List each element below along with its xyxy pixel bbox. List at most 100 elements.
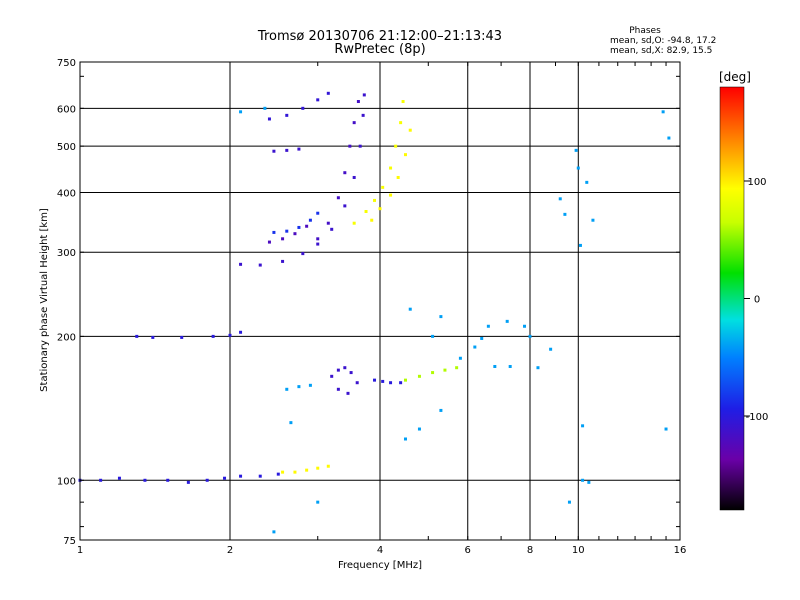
data-point bbox=[403, 378, 407, 382]
data-point bbox=[326, 91, 330, 95]
data-point bbox=[316, 237, 320, 241]
data-point bbox=[267, 117, 271, 121]
data-point bbox=[336, 196, 340, 200]
colorbar bbox=[719, 86, 745, 511]
data-point bbox=[330, 227, 334, 231]
data-point bbox=[508, 364, 512, 368]
data-point bbox=[667, 136, 671, 140]
data-point bbox=[343, 366, 347, 370]
y-axis-ticks: 75 100 200 300 400 500 600 750 bbox=[57, 58, 680, 547]
data-point bbox=[239, 330, 243, 334]
y-tick-label: 500 bbox=[57, 142, 76, 153]
data-point bbox=[473, 345, 477, 349]
data-point bbox=[117, 476, 121, 480]
data-point bbox=[343, 204, 347, 208]
data-point bbox=[285, 113, 289, 117]
data-point bbox=[417, 374, 421, 378]
data-point bbox=[661, 110, 665, 114]
data-point bbox=[348, 144, 352, 148]
data-point bbox=[349, 371, 353, 375]
y-tick-label: 100 bbox=[57, 476, 76, 487]
data-point bbox=[378, 207, 382, 211]
data-point bbox=[576, 166, 580, 170]
data-point bbox=[581, 478, 585, 482]
data-point bbox=[316, 500, 320, 504]
data-point bbox=[439, 315, 443, 319]
data-point bbox=[272, 530, 276, 534]
data-point bbox=[308, 383, 312, 387]
data-point bbox=[401, 100, 405, 104]
data-point bbox=[587, 480, 591, 484]
data-point bbox=[389, 381, 393, 385]
data-point bbox=[205, 478, 209, 482]
data-point bbox=[455, 366, 459, 370]
y-tick-label: 300 bbox=[57, 248, 76, 259]
data-point bbox=[281, 259, 285, 263]
data-point bbox=[394, 144, 398, 148]
data-point bbox=[536, 366, 540, 370]
data-point bbox=[285, 387, 289, 391]
data-point bbox=[396, 175, 400, 179]
data-point bbox=[297, 147, 301, 151]
data-point bbox=[308, 218, 312, 222]
y-tick-label: 200 bbox=[57, 332, 76, 343]
data-point bbox=[316, 242, 320, 246]
data-point bbox=[373, 378, 377, 382]
data-point bbox=[361, 113, 365, 117]
data-point bbox=[258, 263, 262, 267]
data-point bbox=[330, 374, 334, 378]
data-point bbox=[301, 106, 305, 110]
data-point bbox=[336, 387, 340, 391]
data-point bbox=[381, 379, 385, 383]
data-point bbox=[664, 427, 668, 431]
data-point bbox=[574, 148, 578, 152]
colorbar-tick-label: -100 bbox=[746, 412, 769, 423]
data-point bbox=[285, 229, 289, 233]
data-point bbox=[431, 334, 435, 338]
data-point bbox=[581, 424, 585, 428]
data-point bbox=[239, 474, 243, 478]
data-point bbox=[373, 198, 377, 202]
data-point bbox=[326, 221, 330, 225]
data-point bbox=[399, 381, 403, 385]
data-point bbox=[403, 437, 407, 441]
data-point bbox=[591, 218, 595, 222]
data-point bbox=[297, 385, 301, 389]
data-point bbox=[336, 368, 340, 372]
data-point bbox=[505, 319, 509, 323]
data-point bbox=[239, 262, 243, 266]
data-point bbox=[316, 211, 320, 215]
data-point bbox=[305, 224, 309, 228]
data-point bbox=[297, 225, 301, 229]
data-point bbox=[493, 364, 497, 368]
data-point bbox=[151, 335, 155, 339]
data-point bbox=[362, 93, 366, 97]
data-point bbox=[352, 121, 356, 125]
data-point bbox=[99, 478, 103, 482]
x-tick-label: 16 bbox=[674, 545, 687, 556]
data-point bbox=[223, 476, 227, 480]
data-point bbox=[585, 180, 589, 184]
chart-title: Tromsø 20130706 21:12:00–21:13:43 bbox=[257, 29, 502, 44]
data-point bbox=[135, 334, 139, 338]
data-point bbox=[180, 335, 184, 339]
colorbar-tick-label: 100 bbox=[747, 177, 766, 188]
data-point bbox=[486, 324, 490, 328]
data-point bbox=[301, 252, 305, 256]
data-point bbox=[343, 171, 347, 175]
data-point bbox=[563, 212, 567, 216]
data-point bbox=[364, 210, 368, 214]
data-point bbox=[389, 193, 393, 197]
y-tick-label: 600 bbox=[57, 104, 76, 115]
y-tick-label: 75 bbox=[63, 536, 76, 547]
data-point bbox=[431, 371, 435, 375]
data-point bbox=[567, 500, 571, 504]
x-tick-label: 6 bbox=[465, 545, 471, 556]
stats-o: mean, sd,O: -94.8, 17.2 bbox=[610, 36, 716, 46]
data-point bbox=[272, 149, 276, 153]
data-point bbox=[316, 466, 320, 470]
data-point bbox=[458, 356, 462, 360]
data-point bbox=[352, 221, 356, 225]
data-point bbox=[316, 98, 320, 102]
data-point bbox=[263, 106, 267, 110]
